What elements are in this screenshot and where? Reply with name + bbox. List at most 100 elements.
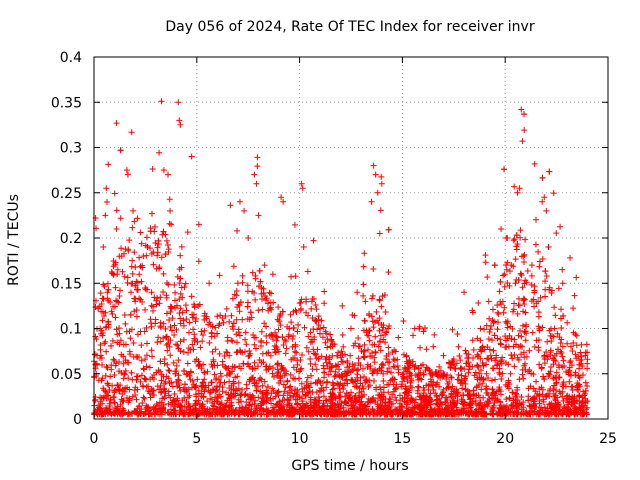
data-point [216,383,223,390]
data-point [541,404,548,411]
data-point [377,383,384,390]
data-point [290,355,297,362]
data-point [304,268,311,275]
data-point [98,327,105,334]
data-point [379,360,386,367]
data-point [230,378,237,385]
data-point [417,344,424,351]
data-point [335,361,342,368]
data-point [127,335,134,342]
data-point [257,278,264,285]
data-point [183,399,190,406]
data-point [303,309,310,316]
data-point [369,292,376,299]
data-point [418,396,425,403]
data-point [295,321,302,328]
data-point [537,294,544,301]
data-point [236,332,243,339]
data-point [156,411,163,418]
data-point [522,337,529,344]
data-point [263,332,270,339]
data-point [290,393,297,400]
data-point [385,405,392,412]
data-point [143,234,150,241]
data-point [514,384,521,391]
data-point [264,383,271,390]
data-point [120,250,127,257]
data-point [520,399,527,406]
data-point [261,320,268,327]
data-point [376,297,383,304]
data-point [366,328,373,335]
data-point [157,323,164,330]
data-point [208,361,215,368]
data-point [551,382,558,389]
data-point [275,407,282,414]
data-point [317,325,324,332]
data-point [511,363,518,370]
data-point [181,284,188,291]
data-point [350,379,357,386]
data-point [584,404,591,411]
data-point [212,394,219,401]
x-tick-label: 20 [496,431,514,447]
data-point [465,410,472,417]
data-point [205,321,212,328]
data-point [151,294,158,301]
data-point [501,271,508,278]
data-point [201,316,208,323]
data-point [256,283,263,290]
data-point [299,411,306,418]
data-point [115,299,122,306]
data-point [345,408,352,415]
data-point [154,295,161,302]
data-point [541,194,548,201]
data-point [171,281,178,288]
data-point [273,372,280,379]
data-point [561,362,568,369]
data-point [263,389,270,396]
data-point [113,207,120,214]
data-point [518,406,525,413]
data-point [378,367,385,374]
data-point [245,235,252,241]
data-point [514,189,521,196]
data-point [521,251,528,258]
data-point [505,361,512,368]
data-point [115,386,122,393]
data-point [138,240,145,247]
data-point [141,375,148,382]
data-point [97,342,104,349]
data-point [278,194,285,201]
data-point [376,392,383,399]
data-point [517,342,524,349]
data-point [330,381,337,388]
data-point [195,221,202,228]
data-point [409,361,416,368]
data-point [167,337,174,344]
data-point [472,397,479,404]
data-point [107,409,114,416]
data-point [407,379,414,386]
data-point [350,365,357,372]
data-point [169,315,176,322]
data-point [166,196,173,203]
data-point [437,374,444,381]
data-point [487,410,494,417]
data-point [389,376,396,383]
data-point [141,328,148,335]
data-point [400,351,407,358]
data-point [546,387,553,394]
data-point [138,278,145,285]
data-point [235,326,242,333]
data-point [216,272,223,279]
data-point [244,315,251,322]
data-point [497,358,504,365]
data-point [519,371,526,378]
data-point [338,410,345,417]
data-point [138,357,145,364]
data-point [254,163,261,170]
data-point [237,392,244,399]
data-point [580,371,587,378]
data-point [436,363,443,370]
